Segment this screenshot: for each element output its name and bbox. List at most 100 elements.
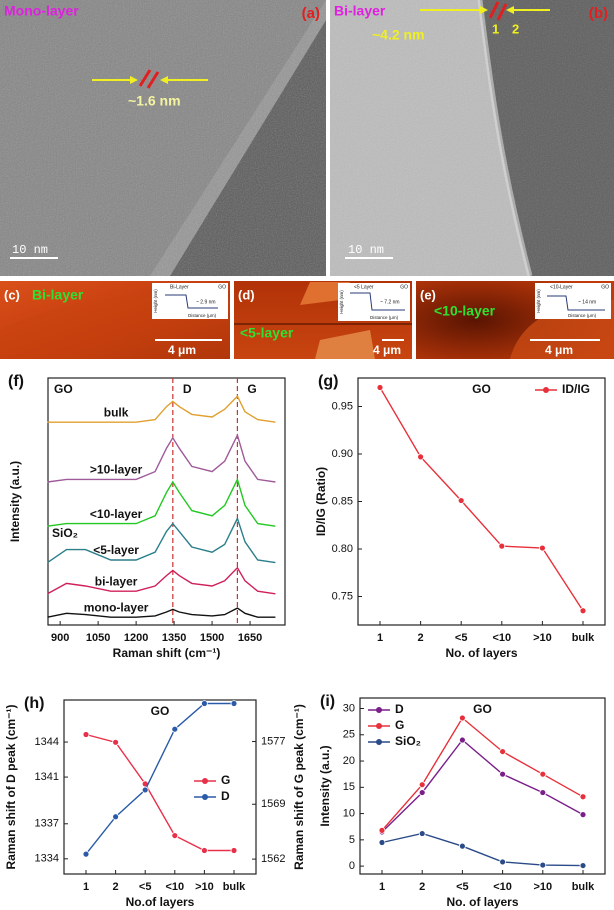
panel-label: (d)	[238, 287, 255, 302]
annotation: ~1.6 nm	[128, 93, 181, 109]
series-line	[47, 566, 276, 595]
y-tick-label: 1337	[35, 818, 59, 830]
data-point	[539, 861, 547, 869]
inset-sample: GO	[218, 284, 226, 290]
legend-marker	[202, 778, 208, 784]
legend-marker	[376, 707, 382, 713]
annotation: ~4.2 nm	[372, 27, 425, 43]
data-point	[141, 786, 149, 794]
data-point	[376, 384, 384, 391]
inset-legend: <5 Layer	[354, 284, 374, 290]
scale-bar: 4 μm	[168, 343, 196, 357]
data-point	[82, 731, 90, 738]
chart-title: GO	[151, 704, 170, 718]
x-tick-label: 1500	[200, 632, 224, 644]
y-tick-label: 0.85	[332, 495, 353, 507]
y-tick-label: 1334	[35, 853, 59, 865]
x-axis-label: Raman shift (cm⁻¹)	[113, 646, 221, 660]
data-point	[417, 453, 425, 461]
y-tick-label: 20	[343, 755, 355, 767]
y-axis-label: Intensity (a.u.)	[8, 461, 22, 542]
x-tick-label: 1	[83, 881, 89, 893]
panel-title: Bi-layer	[32, 287, 84, 303]
panel-label: (g)	[318, 373, 338, 390]
y2-tick-label: 1562	[261, 853, 285, 865]
data-point	[418, 789, 426, 796]
y-tick-label: 1341	[35, 771, 59, 783]
x-tick-label: 1050	[86, 632, 110, 644]
inset-sample: GO	[400, 284, 408, 290]
afm-panel-e: (e) <10-layer 4 μm <10-Layer GO ~ 14 nm …	[416, 281, 614, 359]
chart-title: GO	[472, 382, 491, 396]
x-tick-label: 1650	[238, 632, 262, 644]
series-label: >10-layer	[90, 463, 143, 477]
panel-title: Bi-layer	[334, 3, 386, 19]
x-tick-label: 1	[377, 632, 383, 644]
data-point	[112, 738, 119, 746]
plot-frame	[47, 377, 286, 626]
inset-ylabel: Height (nm)	[153, 289, 158, 313]
x-tick-label: <5	[139, 881, 152, 893]
data-point	[498, 542, 506, 550]
panel-title: <5-layer	[240, 325, 294, 341]
y-tick-label: 10	[343, 807, 355, 819]
x-tick-label: 2	[419, 881, 425, 893]
data-point	[457, 497, 465, 504]
x-tick-label: 900	[51, 632, 69, 644]
data-point	[539, 770, 547, 778]
y-axis-label: Intensity (a.u.)	[318, 745, 332, 826]
x-tick-label: <10	[492, 632, 511, 644]
data-point	[200, 700, 208, 707]
x-tick-label: bulk	[572, 632, 595, 644]
series-line	[381, 832, 584, 867]
y-axis-label: ID/IG (Ratio)	[314, 467, 328, 536]
y-tick-label: 0.80	[332, 543, 353, 555]
inset-legend: Bi-Layer	[170, 284, 189, 290]
data-point	[112, 813, 119, 821]
series-line	[47, 607, 276, 618]
y-tick-label: 5	[349, 834, 355, 846]
inset-xlabel: Distance (μm)	[568, 313, 597, 318]
data-point	[579, 862, 587, 869]
series-label: bi-layer	[95, 574, 138, 588]
legend-label: G	[221, 773, 230, 787]
panel-label: (e)	[420, 287, 436, 302]
data-point	[499, 748, 507, 755]
inset-xlabel: Distance (μm)	[188, 313, 217, 318]
plot-frame	[359, 697, 606, 875]
y2-tick-label: 1577	[261, 735, 285, 747]
x-tick-label: 2	[113, 881, 119, 893]
x-tick-label: 2	[418, 632, 424, 644]
scale-bar: 4 μm	[373, 343, 401, 357]
data-point	[499, 770, 507, 778]
y-tick-label: 0.75	[332, 590, 353, 602]
data-point	[579, 607, 587, 615]
chart-title: GO	[54, 382, 73, 396]
legend-label: D	[221, 789, 230, 803]
inset-sample: GO	[601, 284, 609, 290]
data-point	[418, 830, 426, 837]
data-point	[418, 781, 426, 789]
data-point	[458, 842, 466, 850]
data-point	[458, 714, 466, 722]
panel-label: (c)	[4, 287, 20, 302]
x-axis-label: No.of layers	[126, 895, 195, 909]
reference-label: G	[247, 382, 256, 396]
panel-label: (b)	[589, 5, 608, 22]
x-tick-label: >10	[533, 632, 552, 644]
series-line	[47, 394, 276, 423]
data-point	[200, 847, 208, 854]
data-point	[458, 736, 466, 744]
data-point	[539, 789, 547, 796]
scale-bar: 10 nm	[348, 243, 384, 257]
y-tick-label: 30	[343, 702, 355, 714]
series-line	[47, 477, 276, 527]
x-tick-label: <5	[456, 881, 469, 893]
data-point	[230, 700, 238, 707]
data-point	[579, 811, 587, 819]
y2-tick-label: 1569	[261, 798, 285, 810]
y2-axis-label: Raman shift of G peak (cm⁻¹)	[292, 704, 306, 870]
panel-title: <10-layer	[434, 303, 496, 319]
x-tick-label: 1	[379, 881, 385, 893]
